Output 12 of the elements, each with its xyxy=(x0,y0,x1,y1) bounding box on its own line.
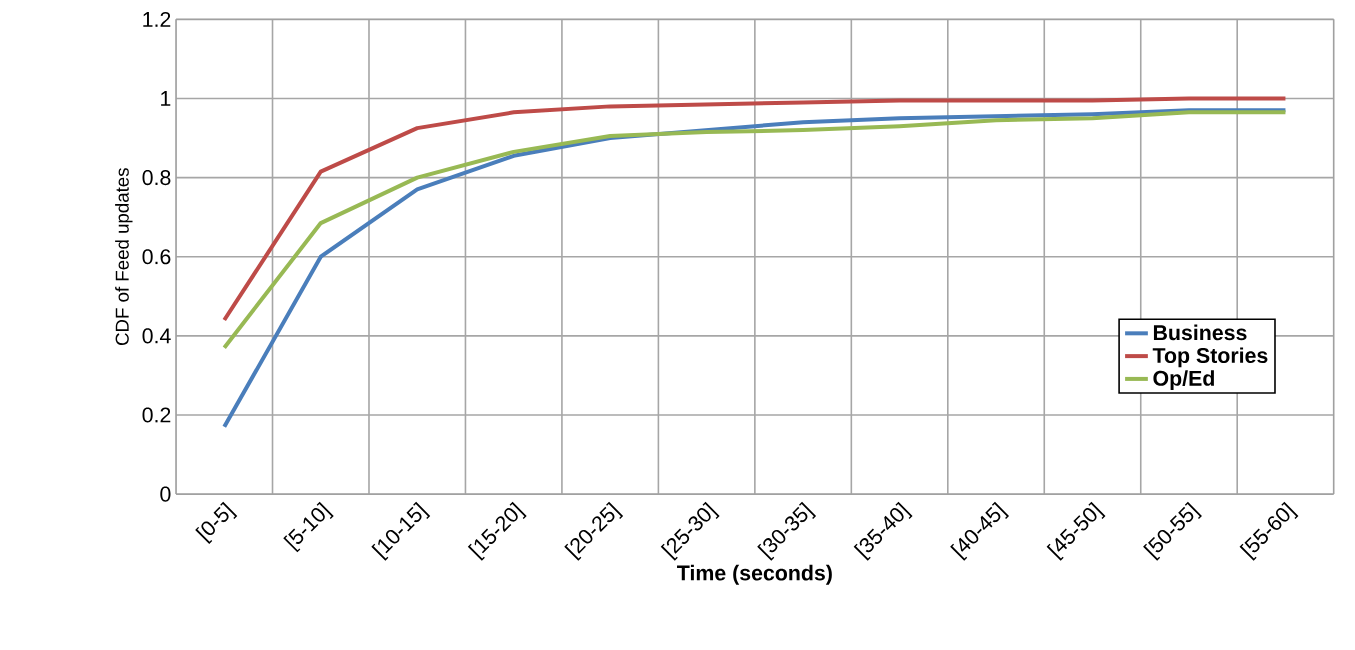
y-tick-label: 0.4 xyxy=(142,328,171,344)
y-tick-label: 1.2 xyxy=(143,11,171,27)
y-tick-label: 0 xyxy=(160,486,171,502)
y-tick-label: 0.8 xyxy=(142,169,171,186)
y-tick-label: 0.2 xyxy=(142,407,171,423)
legend-label: Top Stories xyxy=(1152,347,1268,368)
y-tick-label: 1 xyxy=(161,91,171,106)
x-axis-title: Time (seconds) xyxy=(677,564,832,585)
y-axis-title: CDF of Feed updates xyxy=(115,168,133,345)
y-tick-label: 0.6 xyxy=(142,249,171,265)
legend-label: Business xyxy=(1153,324,1247,341)
legend-label: Op/Ed xyxy=(1153,370,1214,390)
